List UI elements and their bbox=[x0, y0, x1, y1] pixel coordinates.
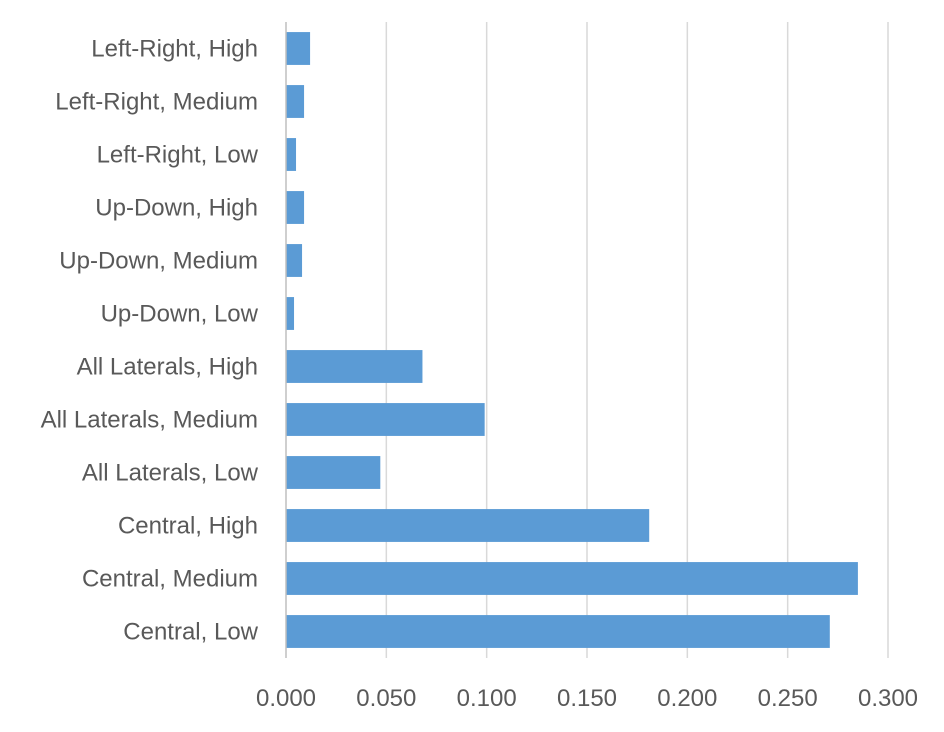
bar bbox=[286, 615, 830, 648]
bar bbox=[286, 562, 858, 595]
bar bbox=[286, 138, 297, 171]
bar bbox=[286, 297, 295, 330]
x-tick-label: 0.100 bbox=[457, 685, 517, 712]
bar bbox=[286, 509, 650, 542]
category-label: Left-Right, Low bbox=[97, 142, 259, 169]
x-tick-labels: 0.000 0.050 0.100 0.150 0.200 0.250 0.300 bbox=[256, 685, 918, 712]
bars bbox=[286, 32, 858, 648]
category-label: All Laterals, Low bbox=[82, 460, 259, 487]
category-label: All Laterals, Medium bbox=[41, 407, 258, 434]
category-label: Up-Down, High bbox=[95, 195, 258, 222]
category-label: Up-Down, Medium bbox=[59, 248, 258, 275]
x-tick-label: 0.200 bbox=[657, 685, 717, 712]
category-label: Central, Medium bbox=[82, 566, 258, 593]
category-label: Central, Low bbox=[123, 619, 258, 646]
category-label: Up-Down, Low bbox=[101, 301, 259, 328]
category-labels: Left-Right, High Left-Right, Medium Left-R… bbox=[41, 36, 259, 646]
bar bbox=[286, 403, 485, 436]
x-tick-label: 0.300 bbox=[858, 685, 918, 712]
bar bbox=[286, 32, 311, 65]
x-tick-label: 0.000 bbox=[256, 685, 316, 712]
category-label: Central, High bbox=[118, 513, 258, 540]
x-tick-label: 0.250 bbox=[758, 685, 818, 712]
bar bbox=[286, 244, 303, 277]
x-tick-label: 0.150 bbox=[557, 685, 617, 712]
bar bbox=[286, 85, 305, 118]
bar bbox=[286, 456, 381, 489]
category-label: All Laterals, High bbox=[77, 354, 258, 381]
x-tick-label: 0.050 bbox=[356, 685, 416, 712]
category-label: Left-Right, Medium bbox=[55, 89, 258, 116]
bar bbox=[286, 191, 305, 224]
gridlines bbox=[385, 22, 889, 658]
category-label: Left-Right, High bbox=[91, 36, 258, 63]
bar bbox=[286, 350, 423, 383]
